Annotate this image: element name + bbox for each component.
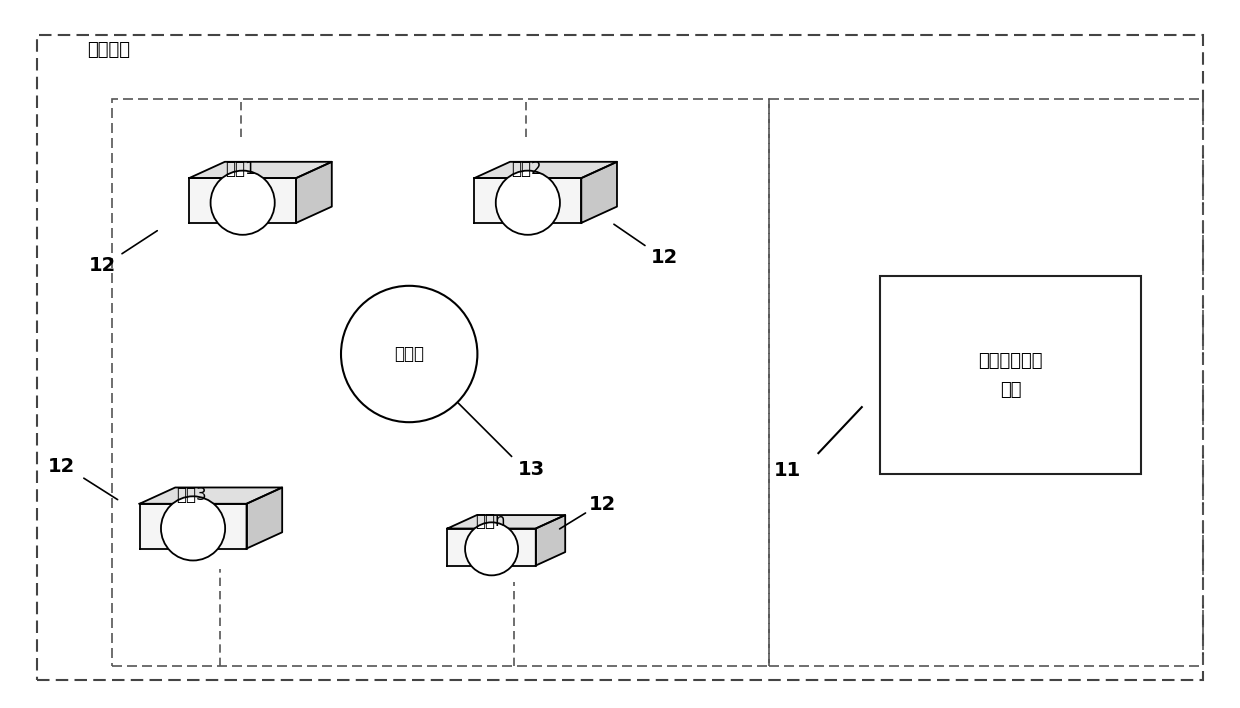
Polygon shape [582, 162, 618, 223]
Text: 运动空间: 运动空间 [87, 40, 130, 59]
Text: 相机1: 相机1 [226, 160, 257, 178]
Text: 运动姿态识别
装置: 运动姿态识别 装置 [978, 352, 1043, 399]
Ellipse shape [496, 171, 560, 235]
Polygon shape [475, 162, 618, 178]
Polygon shape [140, 504, 247, 549]
Ellipse shape [161, 496, 226, 561]
Ellipse shape [341, 286, 477, 422]
Polygon shape [536, 515, 565, 566]
Polygon shape [448, 515, 565, 528]
Text: 12: 12 [48, 457, 76, 476]
Text: 12: 12 [651, 249, 678, 267]
Polygon shape [190, 178, 296, 223]
Ellipse shape [465, 523, 518, 576]
Text: 相机n: 相机n [475, 512, 506, 530]
Polygon shape [475, 178, 582, 223]
Polygon shape [296, 162, 332, 223]
Polygon shape [190, 162, 332, 178]
Bar [880, 276, 1141, 474]
Polygon shape [247, 488, 283, 549]
Text: 12: 12 [589, 496, 615, 514]
Text: 相机3: 相机3 [176, 486, 207, 504]
Ellipse shape [211, 171, 275, 235]
Text: 11: 11 [774, 462, 801, 480]
Text: 相机2: 相机2 [511, 160, 542, 178]
Polygon shape [140, 488, 283, 504]
Polygon shape [448, 528, 536, 566]
Text: 12: 12 [89, 256, 117, 275]
Text: 捕捉球: 捕捉球 [394, 345, 424, 363]
Text: 13: 13 [518, 459, 544, 479]
